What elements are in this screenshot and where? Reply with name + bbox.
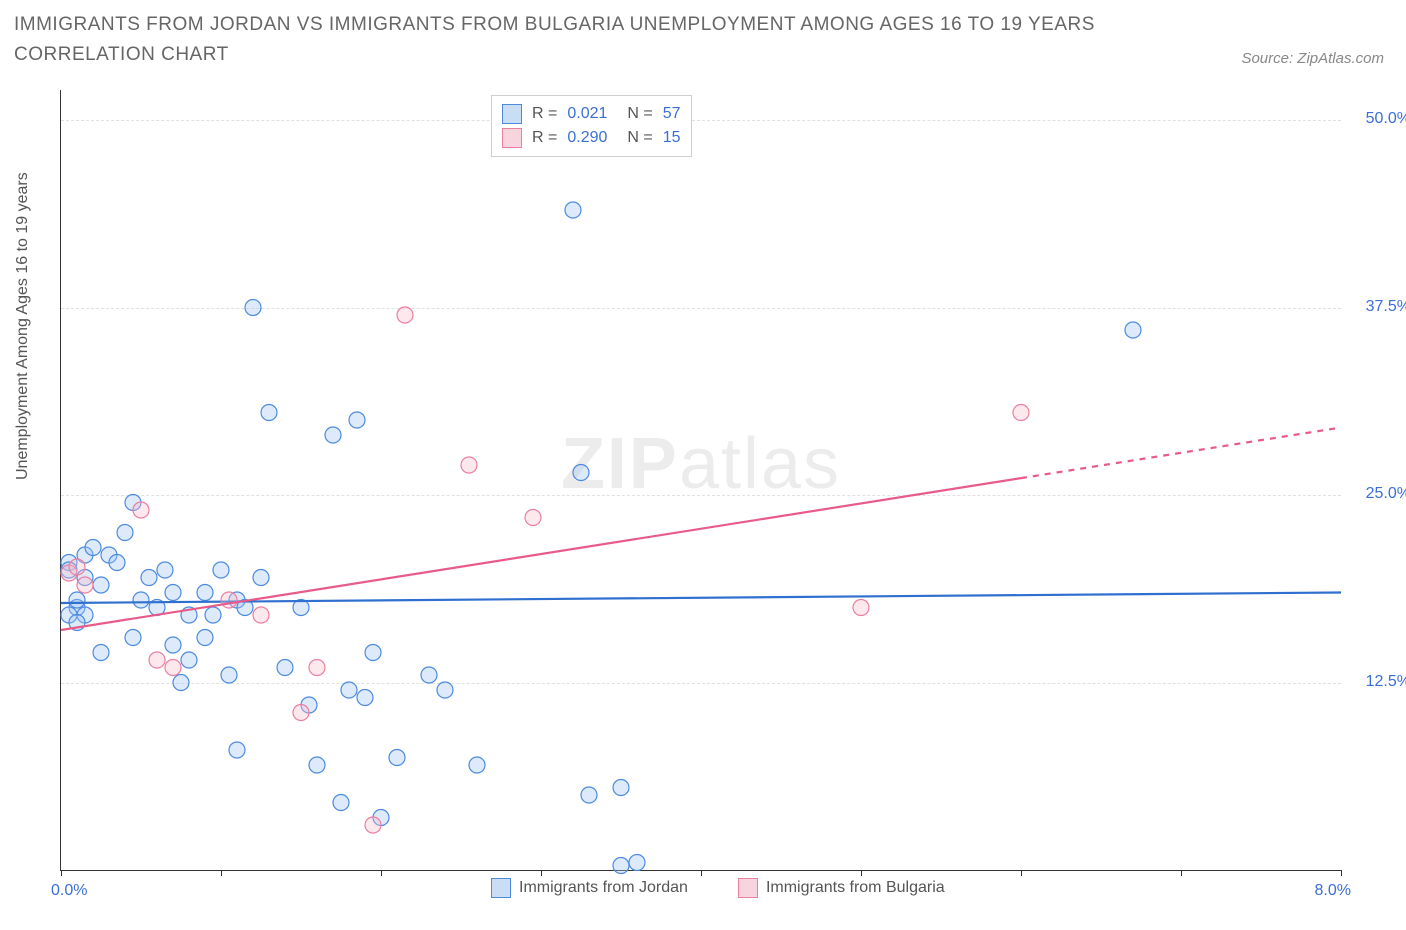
data-point: [85, 540, 101, 556]
series-legend: Immigrants from Jordan Immigrants from B…: [491, 878, 945, 898]
data-point: [349, 412, 365, 428]
swatch-jordan: [491, 878, 511, 898]
data-point: [117, 525, 133, 541]
source-attribution: Source: ZipAtlas.com: [1241, 50, 1384, 67]
data-point: [293, 705, 309, 721]
data-point: [421, 667, 437, 683]
data-point: [573, 465, 589, 481]
data-point: [165, 585, 181, 601]
x-tick: [381, 870, 382, 876]
x-axis-max-label: 8.0%: [1315, 882, 1351, 900]
data-point: [141, 570, 157, 586]
data-point: [461, 457, 477, 473]
data-point: [333, 795, 349, 811]
data-point: [181, 652, 197, 668]
data-point: [165, 637, 181, 653]
x-axis-min-label: 0.0%: [51, 882, 87, 900]
data-point: [149, 652, 165, 668]
data-point: [69, 592, 85, 608]
correlation-row-bulgaria: R = 0.290 N = 15: [502, 126, 681, 150]
plot-area: ZIPatlas 12.5%25.0%37.5%50.0% 0.0% 8.0% …: [60, 90, 1341, 871]
data-point: [365, 645, 381, 661]
swatch-jordan: [502, 104, 522, 124]
chart-title: IMMIGRANTS FROM JORDAN VS IMMIGRANTS FRO…: [14, 10, 1114, 71]
data-point: [221, 592, 237, 608]
legend-item-bulgaria: Immigrants from Bulgaria: [738, 878, 945, 898]
x-tick: [1341, 870, 1342, 876]
data-point: [253, 607, 269, 623]
x-tick: [1181, 870, 1182, 876]
data-point: [397, 307, 413, 323]
data-point: [325, 427, 341, 443]
y-tick-label: 50.0%: [1366, 110, 1406, 128]
scatter-svg: [61, 90, 1341, 870]
data-point: [357, 690, 373, 706]
data-point: [613, 858, 629, 874]
data-point: [197, 630, 213, 646]
y-tick-label: 37.5%: [1366, 298, 1406, 316]
trendline: [61, 593, 1341, 604]
swatch-bulgaria: [738, 878, 758, 898]
x-tick: [61, 870, 62, 876]
data-point: [229, 742, 245, 758]
data-point: [165, 660, 181, 676]
data-point: [365, 817, 381, 833]
data-point: [309, 660, 325, 676]
data-point: [565, 202, 581, 218]
data-point: [629, 855, 645, 871]
data-point: [261, 405, 277, 421]
correlation-row-jordan: R = 0.021 N = 57: [502, 102, 681, 126]
data-point: [93, 645, 109, 661]
data-point: [133, 502, 149, 518]
data-point: [77, 577, 93, 593]
data-point: [277, 660, 293, 676]
data-point: [173, 675, 189, 691]
y-tick-label: 12.5%: [1366, 673, 1406, 691]
data-point: [469, 757, 485, 773]
data-point: [253, 570, 269, 586]
x-tick: [701, 870, 702, 876]
trendline: [61, 478, 1021, 630]
trendline-extrapolated: [1021, 428, 1341, 479]
data-point: [197, 585, 213, 601]
x-tick: [861, 870, 862, 876]
data-point: [1013, 405, 1029, 421]
data-point: [109, 555, 125, 571]
x-tick: [221, 870, 222, 876]
data-point: [157, 562, 173, 578]
data-point: [613, 780, 629, 796]
x-tick: [1021, 870, 1022, 876]
legend-label: Immigrants from Jordan: [519, 879, 688, 897]
data-point: [205, 607, 221, 623]
data-point: [213, 562, 229, 578]
data-point: [93, 577, 109, 593]
data-point: [1125, 322, 1141, 338]
legend-label: Immigrants from Bulgaria: [766, 879, 945, 897]
y-axis-label: Unemployment Among Ages 16 to 19 years: [14, 172, 32, 480]
swatch-bulgaria: [502, 128, 522, 148]
data-point: [245, 300, 261, 316]
data-point: [389, 750, 405, 766]
data-point: [69, 559, 85, 575]
correlation-legend: R = 0.021 N = 57 R = 0.290 N = 15: [491, 95, 692, 157]
data-point: [221, 667, 237, 683]
data-point: [437, 682, 453, 698]
x-tick: [541, 870, 542, 876]
data-point: [525, 510, 541, 526]
y-tick-label: 25.0%: [1366, 485, 1406, 503]
data-point: [853, 600, 869, 616]
data-point: [133, 592, 149, 608]
data-point: [309, 757, 325, 773]
data-point: [341, 682, 357, 698]
data-point: [125, 630, 141, 646]
data-point: [581, 787, 597, 803]
legend-item-jordan: Immigrants from Jordan: [491, 878, 688, 898]
